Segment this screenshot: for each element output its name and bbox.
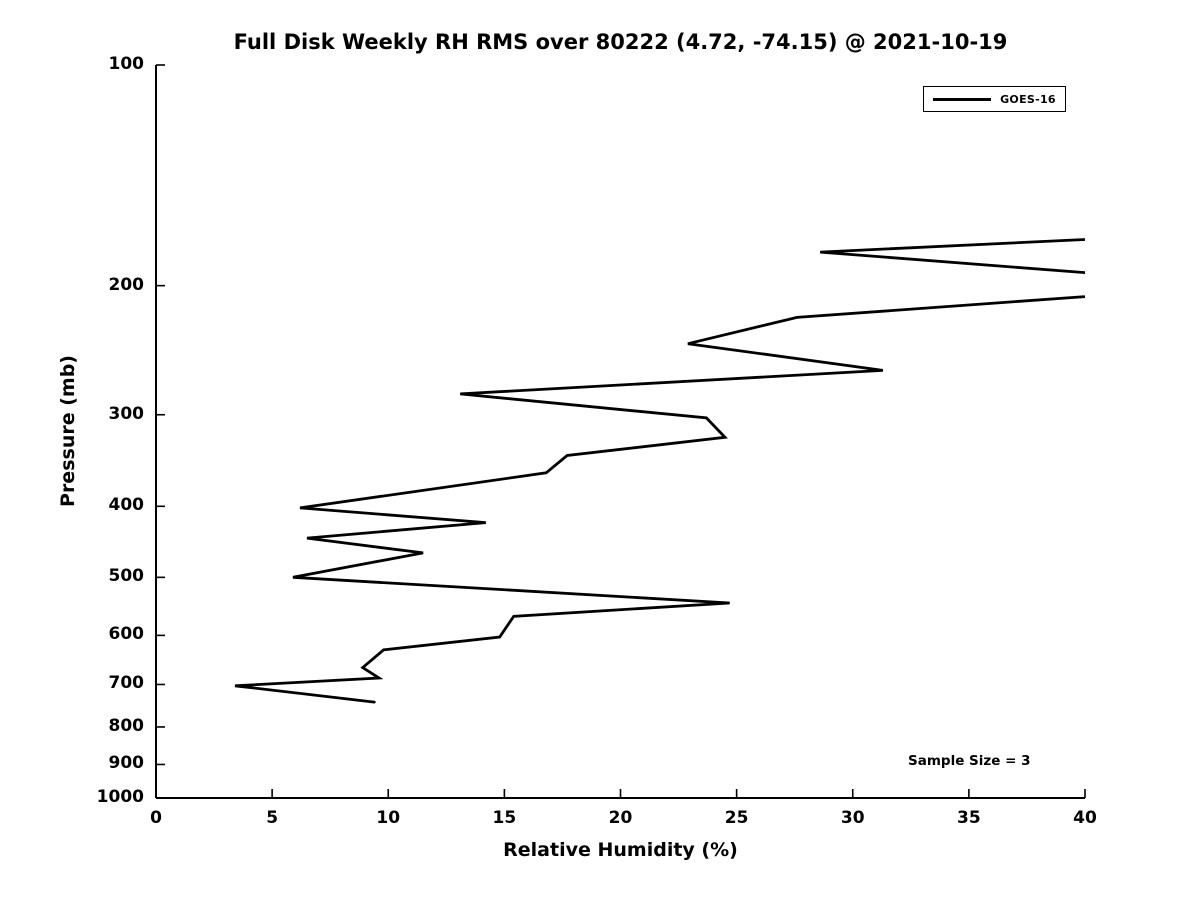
x-axis-label: Relative Humidity (%) bbox=[503, 839, 738, 861]
y-tick-label: 900 bbox=[108, 753, 145, 774]
y-tick-label: 100 bbox=[108, 54, 145, 74]
y-tick-label: 1000 bbox=[96, 787, 144, 807]
x-tick-label: 20 bbox=[608, 808, 633, 828]
legend-line-sample bbox=[933, 97, 992, 101]
x-tick-label: 25 bbox=[724, 808, 749, 828]
sample-size-annotation: Sample Size = 3 bbox=[908, 753, 1031, 769]
legend-box: GOES-16 bbox=[923, 86, 1066, 112]
y-tick-label: 700 bbox=[108, 673, 145, 694]
x-tick-label: 15 bbox=[492, 808, 517, 828]
x-tick-label: 0 bbox=[150, 808, 162, 828]
x-tick-label: 10 bbox=[376, 808, 401, 828]
y-tick-label: 400 bbox=[108, 495, 145, 516]
y-tick-label: 300 bbox=[108, 403, 145, 424]
series-line-goes16 bbox=[234, 238, 1085, 704]
x-tick-label: 40 bbox=[1073, 808, 1097, 828]
y-axis-label: Pressure (mb) bbox=[57, 355, 79, 507]
legend-series-label: GOES-16 bbox=[1000, 92, 1056, 106]
y-tick-label: 500 bbox=[108, 566, 145, 587]
y-tick-label: 600 bbox=[108, 624, 145, 645]
x-tick-label: 5 bbox=[266, 808, 279, 828]
chart-title: Full Disk Weekly RH RMS over 80222 (4.72… bbox=[233, 30, 1008, 54]
y-tick-label: 200 bbox=[108, 274, 145, 295]
x-tick-label: 30 bbox=[840, 808, 865, 828]
y-tick-label: 800 bbox=[108, 715, 145, 736]
x-tick-label: 35 bbox=[957, 808, 981, 828]
